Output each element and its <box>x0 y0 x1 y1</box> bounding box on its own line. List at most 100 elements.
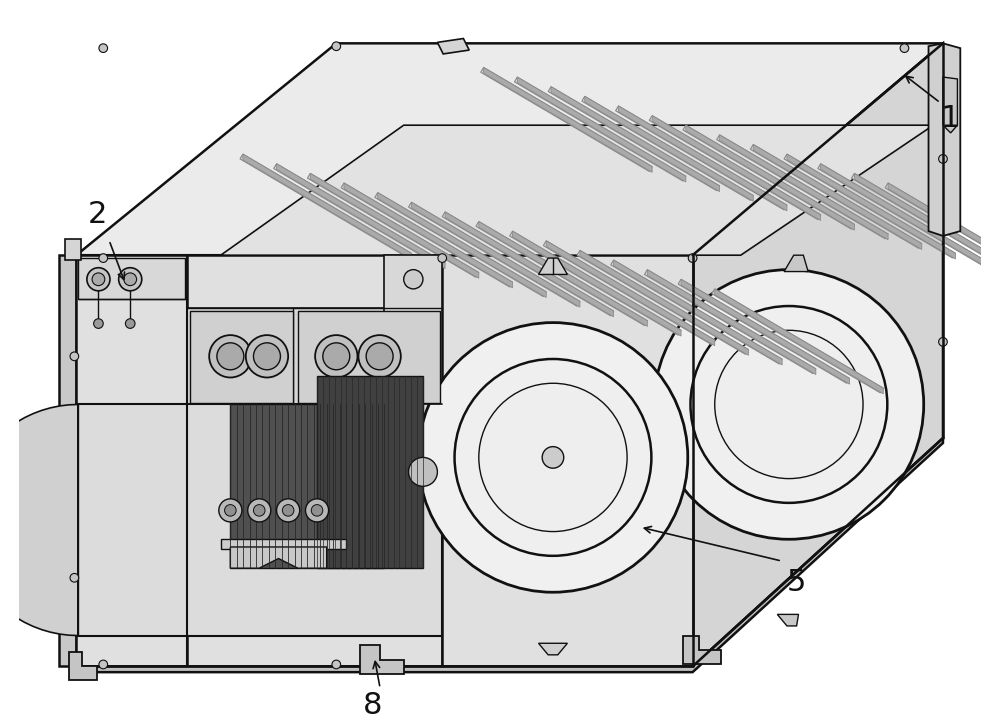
Circle shape <box>542 446 564 468</box>
Polygon shape <box>652 115 821 221</box>
Polygon shape <box>69 652 97 680</box>
Circle shape <box>94 319 103 328</box>
Circle shape <box>688 254 697 262</box>
Polygon shape <box>929 43 960 236</box>
Polygon shape <box>647 270 816 375</box>
Polygon shape <box>712 289 883 393</box>
Text: 5: 5 <box>787 568 806 597</box>
Circle shape <box>209 335 252 378</box>
Circle shape <box>455 359 651 556</box>
Polygon shape <box>481 67 652 172</box>
Polygon shape <box>784 255 808 272</box>
Polygon shape <box>360 645 404 674</box>
Polygon shape <box>885 183 1000 287</box>
Polygon shape <box>187 255 442 666</box>
Polygon shape <box>230 404 384 568</box>
Circle shape <box>332 660 341 669</box>
Polygon shape <box>546 241 715 345</box>
Polygon shape <box>585 97 753 201</box>
Polygon shape <box>513 231 681 336</box>
Polygon shape <box>375 193 546 296</box>
Circle shape <box>654 270 924 539</box>
Polygon shape <box>277 164 445 269</box>
Circle shape <box>248 499 271 522</box>
Circle shape <box>246 335 288 378</box>
Polygon shape <box>888 183 1000 288</box>
Polygon shape <box>678 279 850 384</box>
Circle shape <box>305 499 329 522</box>
Polygon shape <box>784 154 955 258</box>
Polygon shape <box>539 643 567 655</box>
Polygon shape <box>78 404 442 636</box>
Polygon shape <box>76 43 943 255</box>
Circle shape <box>253 505 265 516</box>
Polygon shape <box>59 255 76 666</box>
Circle shape <box>939 154 947 163</box>
Circle shape <box>99 254 108 262</box>
Polygon shape <box>539 258 567 275</box>
Circle shape <box>715 330 863 479</box>
Polygon shape <box>378 193 546 298</box>
Polygon shape <box>221 539 346 549</box>
Polygon shape <box>750 144 922 249</box>
Polygon shape <box>715 289 883 394</box>
Polygon shape <box>476 221 647 325</box>
Polygon shape <box>683 636 721 665</box>
Polygon shape <box>442 255 693 666</box>
Circle shape <box>311 505 323 516</box>
Polygon shape <box>943 77 957 133</box>
Polygon shape <box>649 115 821 220</box>
Circle shape <box>939 337 947 346</box>
Circle shape <box>124 273 137 286</box>
Circle shape <box>217 342 244 370</box>
Polygon shape <box>717 135 888 239</box>
Circle shape <box>404 270 423 289</box>
Polygon shape <box>221 125 933 255</box>
Polygon shape <box>0 404 78 636</box>
Circle shape <box>70 352 79 360</box>
Polygon shape <box>243 154 411 259</box>
Circle shape <box>315 335 357 378</box>
Polygon shape <box>411 202 580 307</box>
Polygon shape <box>445 212 614 317</box>
Circle shape <box>277 499 300 522</box>
Polygon shape <box>720 135 888 240</box>
Polygon shape <box>854 173 1000 278</box>
Polygon shape <box>580 250 748 355</box>
Circle shape <box>690 306 887 503</box>
Circle shape <box>125 319 135 328</box>
Polygon shape <box>851 173 1000 278</box>
Polygon shape <box>611 260 782 364</box>
Polygon shape <box>644 270 816 373</box>
Polygon shape <box>577 250 748 355</box>
Circle shape <box>253 342 280 370</box>
Polygon shape <box>274 164 445 267</box>
Polygon shape <box>341 183 513 287</box>
Polygon shape <box>582 97 753 200</box>
Polygon shape <box>753 144 922 249</box>
Polygon shape <box>517 77 686 182</box>
Circle shape <box>418 322 688 592</box>
Polygon shape <box>317 376 423 568</box>
Text: 1: 1 <box>941 104 960 133</box>
Polygon shape <box>616 106 787 210</box>
Polygon shape <box>344 183 513 288</box>
Circle shape <box>87 267 110 291</box>
Circle shape <box>219 499 242 522</box>
Polygon shape <box>78 258 185 298</box>
Polygon shape <box>514 77 686 181</box>
Circle shape <box>99 660 108 669</box>
Circle shape <box>225 505 236 516</box>
Polygon shape <box>187 308 442 404</box>
Circle shape <box>119 267 142 291</box>
Circle shape <box>70 573 79 582</box>
Polygon shape <box>683 125 854 229</box>
Polygon shape <box>484 67 652 172</box>
Polygon shape <box>437 38 469 54</box>
Circle shape <box>438 254 447 262</box>
Circle shape <box>282 505 294 516</box>
Polygon shape <box>65 239 81 260</box>
Circle shape <box>323 342 350 370</box>
Polygon shape <box>614 260 782 365</box>
Polygon shape <box>190 311 293 402</box>
